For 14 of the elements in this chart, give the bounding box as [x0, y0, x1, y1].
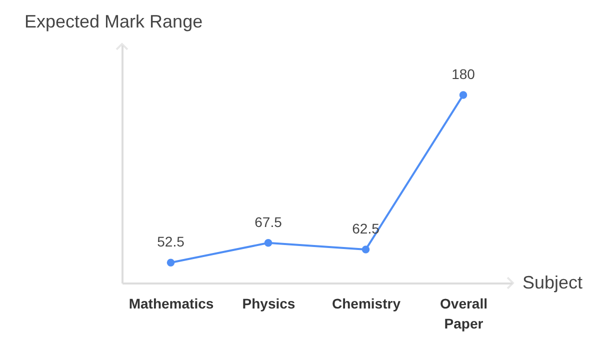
point [166, 258, 175, 266]
x-tick-label: Mathematics [128, 296, 214, 312]
x-tick-label: Chemistry [332, 296, 401, 312]
data-label: 52.5 [157, 234, 185, 250]
x-tick-label: Overall Paper [440, 296, 488, 332]
x-tick-label: Physics [242, 296, 296, 312]
x-axis-title: Subject [522, 272, 583, 292]
data-label: 67.5 [254, 214, 282, 230]
data-label: 62.5 [352, 220, 380, 236]
data-label: 180 [452, 66, 476, 82]
y-axis-title: Expected Mark Range [24, 12, 203, 32]
point [362, 246, 370, 254]
point [264, 239, 272, 247]
point [459, 91, 468, 99]
